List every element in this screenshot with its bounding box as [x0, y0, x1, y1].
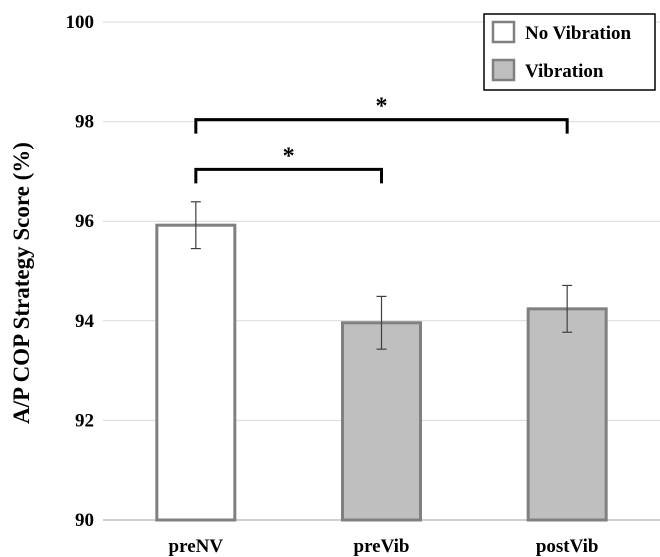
y-tick-label-96: 96 [75, 211, 94, 232]
error-bar-preNV [190, 201, 201, 250]
x-tick-label-preVib: preVib [354, 536, 410, 557]
significance-bracket-preNV-preVib [194, 167, 383, 184]
legend-label-no-vibration: No Vibration [525, 23, 632, 44]
significance-brackets: ** [194, 94, 569, 184]
y-tick-labels: 90 92 94 96 98 100 [66, 12, 95, 531]
bar-preNV [155, 223, 237, 522]
x-tick-label-preNV: preNV [169, 536, 224, 557]
y-axis-title: A/P COP Strategy Score (%) [9, 142, 34, 424]
bar-postVib [526, 307, 608, 522]
y-tick-label-94: 94 [75, 311, 95, 332]
legend-swatch-vibration [491, 58, 516, 82]
error-bar-preVib [376, 295, 387, 350]
error-bars [190, 201, 573, 350]
y-tick-label-100: 100 [66, 12, 95, 33]
legend-label-vibration: Vibration [525, 61, 604, 82]
significance-marker-preNV-preVib: * [283, 143, 295, 169]
bars [155, 223, 608, 522]
legend-swatch-no-vibration [491, 20, 516, 44]
error-bar-postVib [562, 284, 573, 333]
legend: No Vibration Vibration [483, 13, 656, 91]
y-tick-label-92: 92 [75, 410, 94, 431]
significance-bracket-preNV-postVib [194, 118, 569, 134]
y-tick-label-98: 98 [75, 112, 94, 133]
category-labels: preNV preVib postVib [169, 536, 599, 557]
x-tick-label-postVib: postVib [536, 536, 599, 557]
bar-preVib [341, 321, 422, 522]
y-tick-label-90: 90 [75, 510, 94, 531]
significance-marker-preNV-postVib: * [376, 94, 388, 120]
